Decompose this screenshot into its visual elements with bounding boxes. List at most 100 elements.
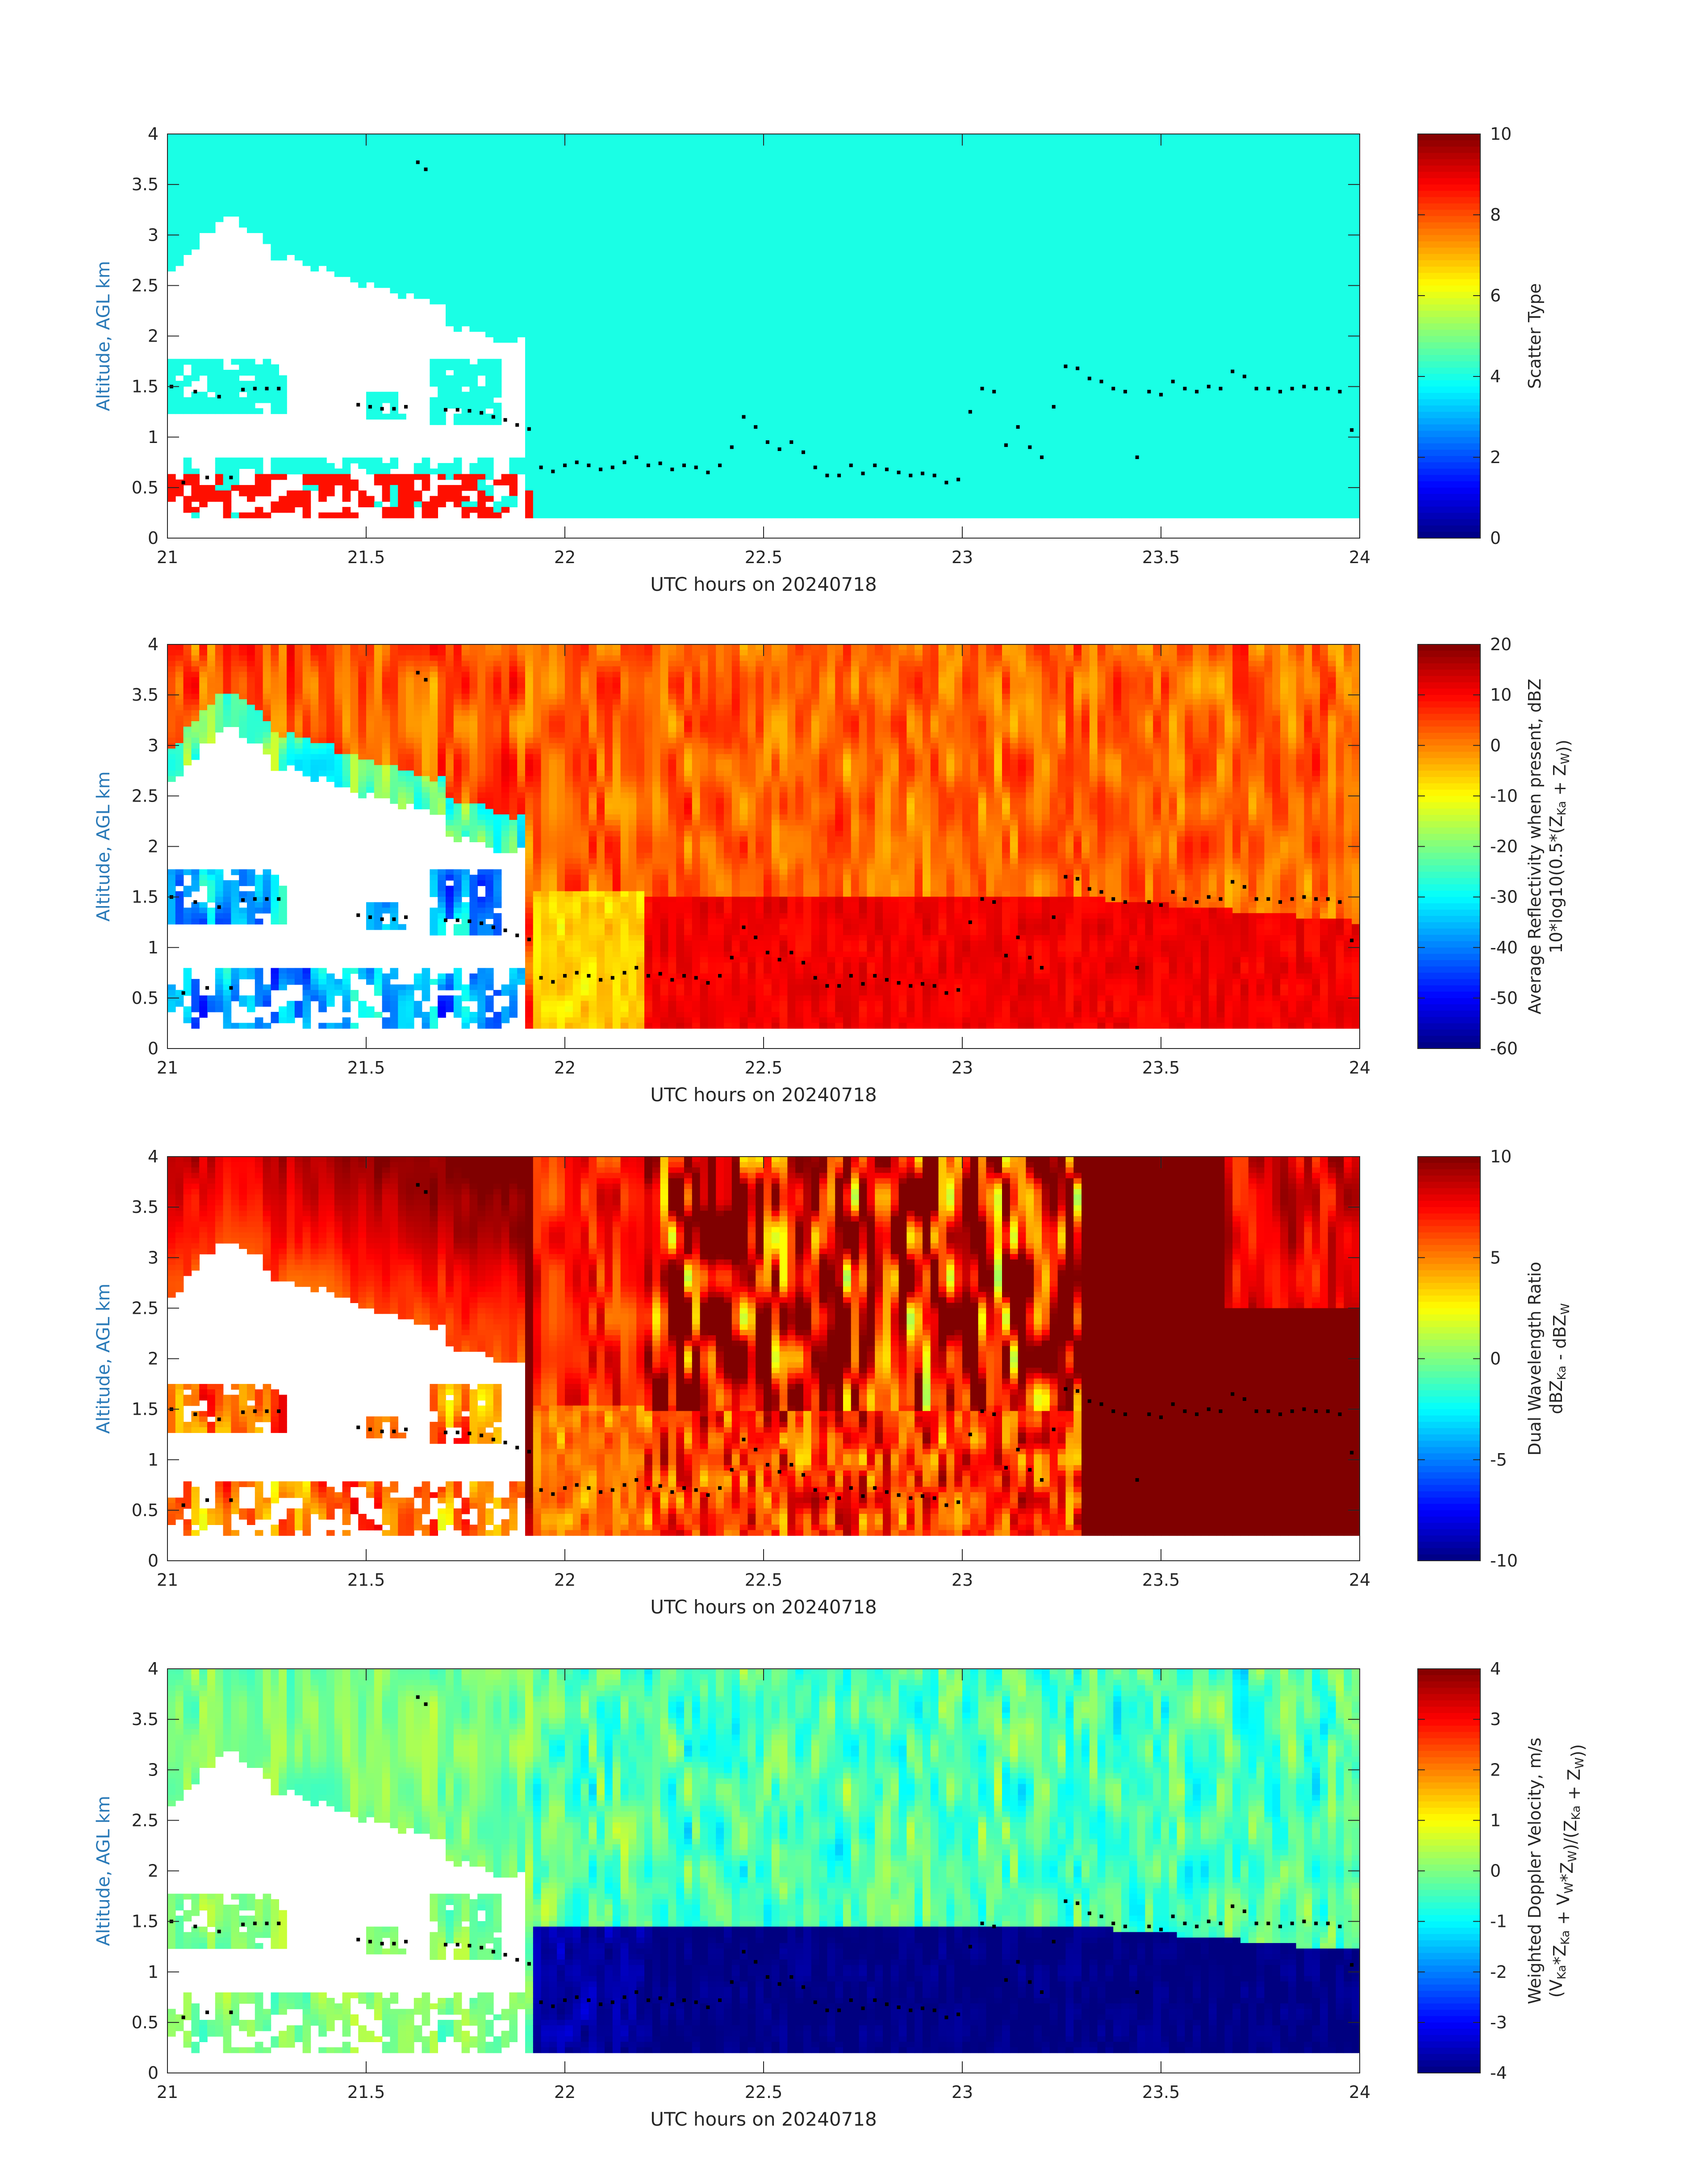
heatmap-cell [883, 276, 891, 283]
heatmap-cell [676, 392, 685, 398]
heatmap-cell [549, 282, 557, 288]
heatmap-cell [867, 183, 875, 189]
heatmap-cell [430, 260, 438, 266]
heatmap-cell [811, 474, 820, 480]
heatmap-cell [668, 435, 677, 442]
heatmap-cell [461, 276, 470, 283]
heatmap-cell [334, 188, 343, 195]
heatmap-cell [199, 496, 208, 502]
heatmap-cell [811, 430, 820, 436]
heatmap-cell [438, 139, 446, 146]
heatmap-cell [215, 386, 224, 393]
heatmap-cell [191, 139, 200, 146]
heatmap-cell [597, 139, 605, 146]
heatmap-cell [485, 260, 494, 266]
heatmap-cell [501, 309, 510, 316]
heatmap-cell [326, 194, 335, 201]
heatmap-cell [517, 178, 526, 184]
heatmap-cell [207, 167, 216, 173]
heatmap-cell [652, 265, 661, 272]
heatmap-cell [748, 364, 756, 370]
heatmap-cell [175, 386, 184, 393]
heatmap-cell [739, 452, 748, 458]
heatmap-cell [724, 298, 732, 305]
heatmap-cell [795, 315, 804, 321]
heatmap-cell [191, 221, 200, 228]
heatmap-cell [644, 479, 653, 485]
heatmap-cell [739, 463, 748, 469]
heatmap-cell [851, 430, 860, 436]
heatmap-cell [279, 221, 287, 228]
heatmap-cell [875, 221, 883, 228]
heatmap-cell [764, 447, 772, 453]
heatmap-cell [779, 447, 788, 453]
heatmap-cell [461, 255, 470, 261]
heatmap-cell [318, 194, 327, 201]
heatmap-cell [620, 419, 629, 425]
heatmap-cell [422, 150, 430, 156]
heatmap-cell [279, 468, 287, 475]
heatmap-cell [398, 134, 406, 140]
heatmap-cell [413, 221, 422, 228]
heatmap-cell [676, 353, 685, 359]
heatmap-cell [764, 304, 772, 310]
heatmap-cell [644, 468, 653, 475]
heatmap-cell [803, 430, 812, 436]
heatmap-cell [549, 326, 557, 332]
heatmap-cell [708, 194, 716, 201]
heatmap-cell [271, 150, 279, 156]
heatmap-cell [493, 255, 502, 261]
heatmap-cell [310, 150, 319, 156]
heatmap-cell [803, 512, 812, 518]
heatmap-cell [827, 172, 835, 179]
heatmap-cell [819, 221, 828, 228]
heatmap-cell [748, 172, 756, 179]
heatmap-cell [565, 490, 573, 497]
heatmap-cell [811, 243, 820, 250]
heatmap-cell [541, 419, 550, 425]
heatmap-cell [867, 507, 875, 513]
heatmap-cell [517, 298, 526, 305]
heatmap-cell [294, 463, 303, 469]
heatmap-cell [684, 348, 693, 354]
heatmap-cell [859, 342, 868, 348]
heatmap-cell [597, 375, 605, 381]
heatmap-cell [589, 243, 597, 250]
heatmap-cell [692, 293, 701, 299]
heatmap-cell [477, 178, 486, 184]
heatmap-cell [271, 216, 279, 222]
heatmap-cell [271, 474, 279, 480]
heatmap-cell [731, 200, 740, 206]
heatmap-cell [771, 419, 780, 425]
heatmap-cell [803, 161, 812, 167]
heatmap-cell [875, 156, 883, 162]
heatmap-cell [509, 188, 518, 195]
heatmap-cell [636, 271, 645, 277]
heatmap-cell [684, 452, 693, 458]
heatmap-cell [652, 447, 661, 453]
heatmap-cell [271, 183, 279, 189]
heatmap-cell [485, 370, 494, 376]
heatmap-cell [827, 150, 835, 156]
heatmap-cell [684, 359, 693, 365]
heatmap-cell [461, 364, 470, 370]
heatmap-cell [406, 161, 414, 167]
heatmap-cell [477, 276, 486, 283]
heatmap-cell [835, 233, 844, 239]
heatmap-cell [517, 172, 526, 179]
heatmap-cell [843, 447, 852, 453]
heatmap-cell [883, 216, 891, 222]
heatmap-cell [572, 353, 581, 359]
heatmap-cell [771, 414, 780, 420]
heatmap-cell [477, 364, 486, 370]
heatmap-cell [875, 276, 883, 283]
heatmap-cell [692, 227, 701, 233]
heatmap-cell [398, 485, 406, 491]
heatmap-cell [716, 337, 724, 343]
heatmap-cell [493, 260, 502, 266]
heatmap-cell [461, 271, 470, 277]
heatmap-cell [827, 255, 835, 261]
heatmap-cell [867, 233, 875, 239]
heatmap-cell [843, 200, 852, 206]
heatmap-cell [541, 188, 550, 195]
